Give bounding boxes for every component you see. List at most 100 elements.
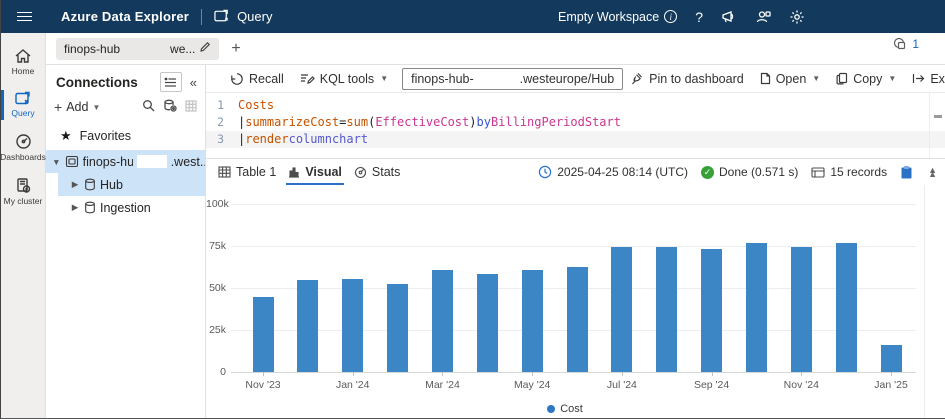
query-icon <box>15 91 30 105</box>
cluster-scope-field[interactable]: finops-hub- .westeurope/Hub <box>402 67 624 90</box>
chart-bar-jun-24[interactable] <box>566 267 588 372</box>
help-button[interactable]: ? <box>695 8 703 25</box>
chart-legend[interactable]: Cost <box>206 403 924 415</box>
gridline <box>231 246 916 247</box>
code-token: BillingPeriodStart <box>490 115 621 129</box>
kql-tools-button[interactable]: KQL tools ▼ <box>292 68 396 90</box>
chart-bar-may-24[interactable] <box>521 270 543 372</box>
tab-table-1[interactable]: Table 1 <box>212 159 282 185</box>
database-settings-icon[interactable] <box>163 99 177 115</box>
file-icon <box>760 72 770 85</box>
code-token: | <box>238 115 246 129</box>
collapse-connections-panel-button[interactable]: « <box>189 74 197 90</box>
pin-to-dashboard-button[interactable]: Pin to dashboard <box>623 68 752 90</box>
chevron-down-icon: ▼ <box>888 74 897 83</box>
sidebar-item-dashboards[interactable]: Dashboards <box>0 126 46 170</box>
chart-bar-mar-24[interactable] <box>431 270 453 372</box>
chart-bar-jan-24[interactable] <box>342 278 364 372</box>
chart-bar-nov-24[interactable] <box>790 247 812 372</box>
tab-label: Stats <box>371 165 401 179</box>
account-icon[interactable] <box>755 9 771 25</box>
export-button[interactable]: Export ▼ <box>904 68 945 90</box>
done-check-icon: ✓ <box>700 165 714 179</box>
chart-bar-oct-24[interactable] <box>745 243 767 372</box>
y-axis-tick-label: 0 <box>220 366 226 378</box>
tab-stats[interactable]: Stats <box>348 159 407 185</box>
connections-view-toggle-button[interactable] <box>159 72 182 92</box>
x-axis-tick-label: Mar '24 <box>425 379 460 391</box>
cost-column-chart[interactable]: 0 25k 50k 75k 100k Nov '23 Jan '24 Mar '24 May '… <box>206 185 924 418</box>
chevron-down-icon[interactable]: ▼ <box>52 156 61 167</box>
announcements-icon[interactable] <box>721 9 737 25</box>
chart-bar-jul-24[interactable] <box>611 247 633 372</box>
chart-bar-nov-23[interactable] <box>252 297 274 372</box>
home-icon <box>15 49 31 63</box>
open-button[interactable]: Open ▼ <box>752 68 829 90</box>
query-tab-name: finops-hub <box>64 41 121 56</box>
x-axis-tick-mark <box>263 372 264 376</box>
workspace-selector[interactable]: Empty Workspace i <box>558 10 678 24</box>
search-connections-icon[interactable] <box>142 99 155 115</box>
tree-item-cluster[interactable]: ▼ finops-hub .west... <box>46 150 205 173</box>
favorites-section-header[interactable]: ★ Favorites <box>46 120 205 150</box>
pin-icon <box>632 72 643 85</box>
x-axis-tick-label: Nov '23 <box>245 379 281 391</box>
sidebar-item-home[interactable]: Home <box>1 41 45 84</box>
tab-label: Table 1 <box>236 165 277 179</box>
sidebar-item-query[interactable]: Query <box>1 84 45 126</box>
x-axis-tick-label: May '24 <box>513 379 551 391</box>
connections-title: Connections <box>56 74 138 90</box>
y-axis-tick-label: 75k <box>209 240 226 252</box>
rail-item-label: Dashboards <box>0 152 46 162</box>
x-axis-tick-mark <box>891 372 893 376</box>
chart-bar-sep-24[interactable] <box>701 249 723 372</box>
collapse-results-button[interactable]: ▲ ▲ <box>928 165 937 179</box>
query-tab[interactable]: finops-hub we... <box>56 37 220 60</box>
chevron-down-icon: ▼ <box>380 74 389 83</box>
chart-bar-dec-23[interactable] <box>297 279 319 372</box>
table-grid-icon <box>185 99 197 115</box>
editor-scrollbar[interactable] <box>929 93 945 158</box>
kql-tools-label: KQL tools <box>319 71 375 86</box>
chart-bar-aug-24[interactable] <box>656 246 678 372</box>
gridline <box>231 204 916 205</box>
copy-results-clipboard-button[interactable] <box>900 165 913 179</box>
dashboards-icon <box>15 134 31 149</box>
chart-bar-apr-24[interactable] <box>476 274 498 372</box>
tab-label: Visual <box>305 165 342 179</box>
gridline <box>231 372 916 373</box>
hamburger-menu-icon[interactable] <box>1 12 47 21</box>
chevron-right-icon[interactable]: ▶ <box>71 202 79 212</box>
chevron-right-icon[interactable]: ▶ <box>71 179 79 189</box>
editor-line[interactable]: 1 Costs <box>206 97 945 114</box>
sidebar-item-my-cluster[interactable]: My cluster <box>1 170 45 214</box>
kql-editor[interactable]: 1 Costs 2 | summarize Cost = sum(EffectiveCos… <box>206 93 945 158</box>
chevron-down-icon: ▼ <box>92 102 101 112</box>
x-axis-tick-mark <box>801 372 803 376</box>
settings-gear-icon[interactable] <box>789 9 805 25</box>
info-icon: i <box>664 10 678 23</box>
plus-icon: + <box>54 99 63 115</box>
chart-bar-feb-24[interactable] <box>387 283 409 372</box>
tree-item-database-hub[interactable]: ▶ Hub <box>58 173 205 196</box>
editor-line[interactable]: 3 | render columnchart <box>206 131 945 148</box>
recall-button[interactable]: Recall <box>222 68 292 90</box>
chart-bar-dec-24[interactable] <box>835 242 857 372</box>
add-label: Add <box>66 100 89 114</box>
rename-tab-pencil-icon[interactable] <box>199 41 211 56</box>
y-axis-tick-label: 25k <box>209 324 226 336</box>
editor-line[interactable]: 2 | summarize Cost = sum(EffectiveCost) by … <box>206 114 945 131</box>
tree-item-database-ingestion[interactable]: ▶ Ingestion <box>46 196 205 219</box>
add-tab-button[interactable]: + <box>231 39 241 57</box>
query-main-panel: Run ▼ Recall KQL tools ▼ finops-hub- .we… <box>206 65 945 418</box>
redacted-area <box>137 155 167 168</box>
line-number: 1 <box>217 98 224 112</box>
copy-button[interactable]: Copy ▼ <box>828 68 904 90</box>
chart-bar-jan-25[interactable] <box>880 344 902 372</box>
add-connection-button[interactable]: + Add ▼ <box>54 99 100 115</box>
code-token: by <box>476 115 491 129</box>
query-page-icon <box>214 9 230 25</box>
tab-visual[interactable]: Visual <box>282 159 348 185</box>
export-label: Export <box>930 71 945 86</box>
connection-count-indicator[interactable]: 1 <box>893 37 919 51</box>
